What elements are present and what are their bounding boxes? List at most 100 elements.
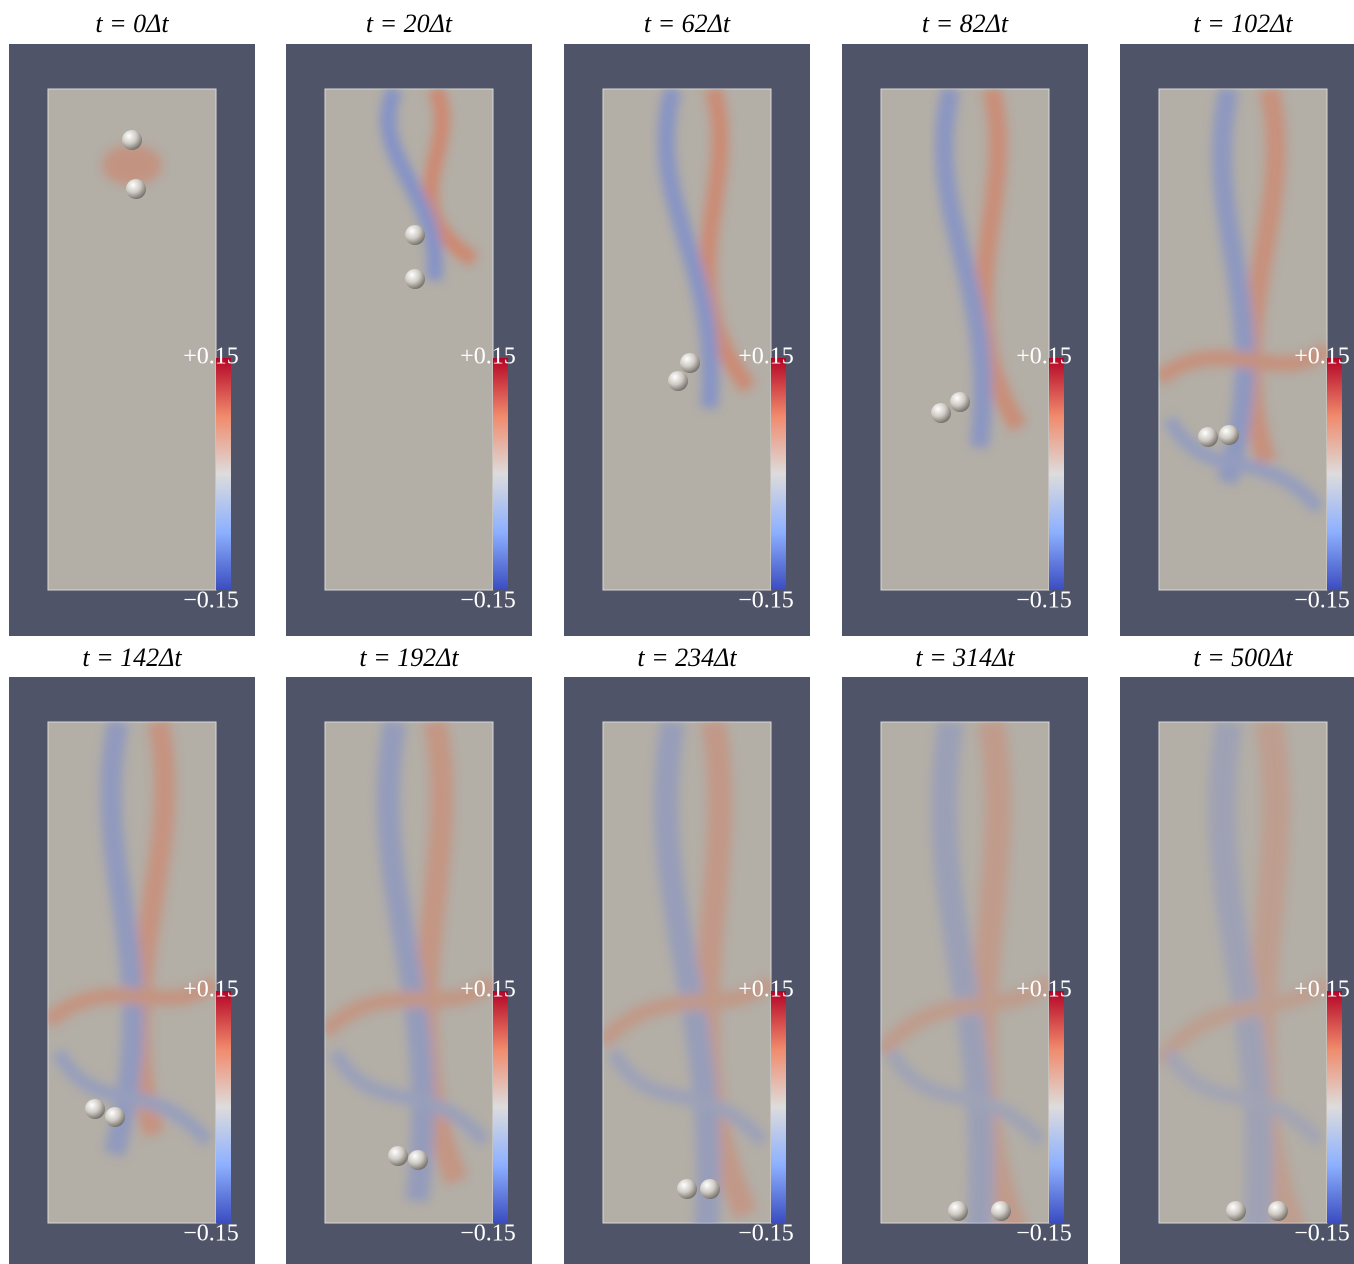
colorbar: [771, 991, 786, 1223]
particle: [126, 179, 146, 199]
flow-domain: [1158, 721, 1328, 1224]
streak-blue: [653, 722, 721, 1223]
panel: +0.15 −0.15: [842, 44, 1088, 636]
streak-red: [422, 89, 479, 267]
flow-domain: [880, 88, 1050, 591]
streak-blue: [51, 1048, 214, 1147]
colorbar-min-label: −0.15: [460, 588, 516, 614]
streak-blue: [657, 89, 720, 409]
colorbar-max-label: +0.15: [738, 977, 794, 1003]
colorbar: [493, 358, 508, 590]
particle: [700, 1179, 720, 1199]
panel-title: t = 234Δt: [637, 643, 737, 672]
streak-blue: [884, 1048, 1047, 1147]
panel-title: t = 192Δt: [359, 643, 459, 672]
panel: +0.15 −0.15: [286, 44, 532, 636]
vortex-streaks: [603, 722, 771, 1223]
colorbar-max-label: +0.15: [183, 344, 239, 370]
streak-blue: [1208, 722, 1274, 1223]
colorbar-min-label: −0.15: [1016, 588, 1072, 614]
streak-blue: [1162, 415, 1325, 514]
colorbar-max-label: +0.15: [1016, 344, 1072, 370]
panel: +0.15 −0.15: [286, 677, 532, 1264]
colorbar-max-label: +0.15: [1016, 977, 1072, 1003]
streak-blue: [376, 722, 435, 1203]
streak-red: [1241, 89, 1286, 466]
colorbar: [1049, 991, 1064, 1223]
streak-blue: [606, 1048, 769, 1147]
vortex-streaks: [1159, 722, 1327, 1223]
vortex-streaks: [102, 145, 162, 185]
panel-title: t = 142Δt: [82, 643, 182, 672]
flow-domain: [324, 88, 494, 591]
colorbar: [1327, 358, 1342, 590]
panel: +0.15 −0.15: [9, 677, 255, 1264]
colorbar-min-label: −0.15: [1294, 588, 1350, 614]
colorbar: [1049, 358, 1064, 590]
vortex-streaks: [380, 89, 479, 281]
colorbar-max-label: +0.15: [1294, 344, 1350, 370]
particle: [405, 269, 425, 289]
flow-domain: [602, 721, 772, 1224]
colorbar-min-label: −0.15: [183, 1221, 239, 1247]
domain-field: [602, 88, 772, 591]
streak-red: [48, 975, 216, 1029]
vortex-streaks: [934, 89, 1027, 449]
particle: [948, 1201, 968, 1221]
streak-blue: [934, 89, 993, 449]
flow-domain: [602, 88, 772, 591]
vortex-streaks: [325, 722, 493, 1203]
colorbar-min-label: −0.15: [738, 588, 794, 614]
colorbar: [1327, 991, 1342, 1223]
panel: +0.15 −0.15: [842, 677, 1088, 1264]
vortex-streaks: [881, 722, 1049, 1223]
wake: [102, 145, 162, 185]
panel: +0.15 −0.15: [9, 44, 255, 636]
flow-domain: [47, 721, 217, 1224]
panel-title: t = 314Δt: [915, 643, 1015, 672]
particle: [991, 1201, 1011, 1221]
particle: [950, 392, 970, 412]
particle: [677, 1179, 697, 1199]
colorbar: [216, 991, 231, 1223]
streak-red: [1159, 975, 1327, 1068]
particle: [931, 403, 951, 423]
streak-blue: [1212, 89, 1255, 485]
vortex-streaks: [657, 89, 756, 409]
panel: +0.15 −0.15: [564, 677, 810, 1264]
streak-blue: [380, 89, 443, 281]
particle: [405, 225, 425, 245]
streak-blue: [100, 722, 144, 1157]
particle: [388, 1146, 408, 1166]
particle: [408, 1150, 428, 1170]
panel: +0.15 −0.15: [1120, 677, 1354, 1264]
domain-field: [880, 88, 1050, 591]
colorbar: [493, 991, 508, 1223]
vortex-streaks: [48, 722, 216, 1157]
streak-blue: [931, 722, 995, 1223]
colorbar-max-label: +0.15: [460, 977, 516, 1003]
streak-red: [325, 975, 493, 1038]
colorbar-min-label: −0.15: [1016, 1221, 1072, 1247]
streak-red: [881, 975, 1049, 1058]
colorbar-min-label: −0.15: [1294, 1221, 1350, 1247]
flow-domain: [880, 721, 1050, 1224]
panel: +0.15 −0.15: [1120, 44, 1354, 636]
flow-domain: [47, 88, 217, 591]
streak-red: [694, 722, 758, 1220]
vortex-streaks: [1159, 89, 1327, 514]
particle: [1226, 1201, 1246, 1221]
streak-red: [128, 722, 176, 1138]
colorbar: [216, 358, 231, 590]
panel-title: t = 102Δt: [1193, 9, 1293, 38]
streak-red: [603, 975, 771, 1048]
particle: [1219, 425, 1239, 445]
colorbar-max-label: +0.15: [1294, 977, 1350, 1003]
colorbar-max-label: +0.15: [738, 344, 794, 370]
particle: [105, 1107, 125, 1127]
particle: [1268, 1201, 1288, 1221]
panel-title: t = 0Δt: [95, 9, 169, 38]
flow-domain: [1158, 88, 1328, 591]
particle: [85, 1099, 105, 1119]
